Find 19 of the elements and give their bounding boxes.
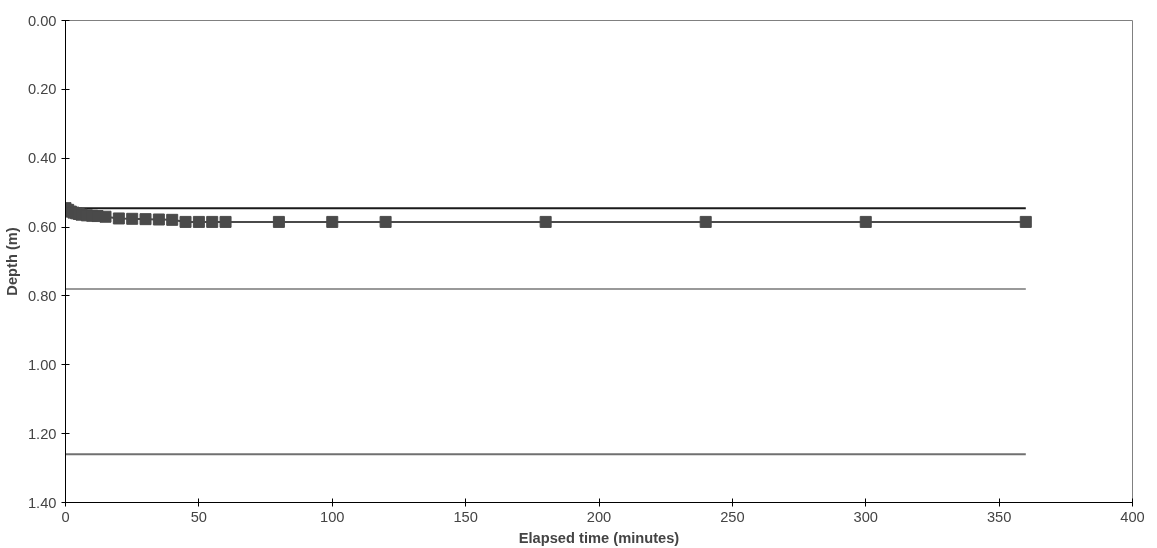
x-tick-label: 400	[1120, 508, 1145, 525]
x-tick-label: 350	[986, 508, 1012, 525]
y-tick-label: 0.60	[27, 219, 57, 236]
x-tick-label: 150	[453, 508, 478, 525]
x-tick-label: 200	[586, 508, 612, 525]
y-tick-label: 1.20	[27, 425, 57, 442]
x-tick-label: 50	[190, 508, 208, 525]
y-tick-label: 0.40	[27, 150, 57, 167]
x-tick-label: 300	[853, 508, 878, 525]
x-tick-label: 0	[61, 508, 70, 525]
y-tick-label: 0.20	[27, 81, 57, 98]
y-tick-label: 0.00	[27, 12, 57, 29]
y-tick-label: 1.00	[27, 356, 57, 373]
y-axis-title: Depth (m)	[3, 227, 20, 296]
x-tick-label: 250	[720, 508, 745, 525]
x-axis-title: Elapsed time (minutes)	[518, 529, 680, 546]
y-tick-label: 0.80	[27, 287, 57, 304]
x-tick-label: 100	[320, 508, 345, 525]
y-tick-label: 1.40	[27, 494, 57, 511]
